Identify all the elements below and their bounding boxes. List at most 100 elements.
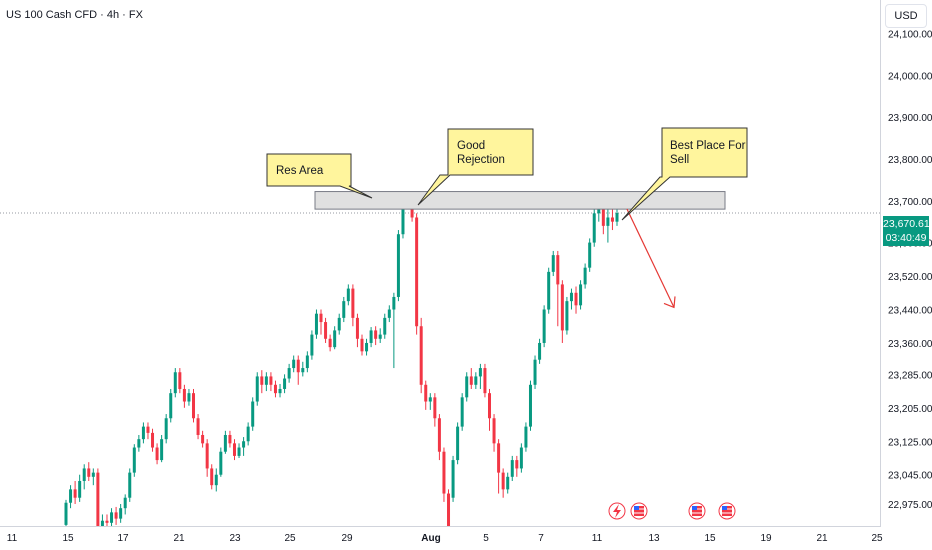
price-axis-background[interactable] (881, 0, 932, 550)
candle (542, 309, 546, 343)
candle (246, 426, 250, 442)
candle (319, 313, 323, 323)
candle (82, 468, 86, 481)
candle (378, 334, 382, 339)
time-axis[interactable]: 11 15 17 21 23 25 29 Aug 5 7 11 13 15 19 21 25 (7, 533, 883, 544)
x-tick-label: 15 (62, 533, 74, 544)
resistance-zone[interactable] (314, 191, 726, 210)
candle (260, 376, 264, 385)
candle (96, 472, 100, 527)
us-flag-icon[interactable] (630, 502, 648, 520)
projection-arrow[interactable] (626, 208, 675, 308)
x-tick-label: 25 (284, 533, 296, 544)
candle (173, 372, 177, 394)
time-axis-background[interactable] (0, 527, 880, 550)
candle (560, 284, 564, 331)
x-tick-label: 21 (173, 533, 185, 544)
candle (501, 472, 505, 490)
candle (528, 384, 532, 427)
y-tick-label: 24,100.00 (888, 29, 932, 40)
candle (151, 432, 155, 448)
callout-res-area[interactable]: Res Area (266, 153, 373, 199)
candle (456, 426, 460, 461)
candle (242, 441, 246, 448)
y-tick-label: 23,285.00 (888, 370, 932, 381)
candle (387, 309, 391, 318)
callout-best-place-line2: Sell (670, 154, 689, 166)
candle (342, 301, 346, 318)
candle (264, 376, 268, 385)
x-tick-label: 25 (871, 533, 883, 544)
candle (569, 292, 573, 302)
x-tick-label: 17 (117, 533, 129, 544)
candle (196, 418, 200, 435)
candle (87, 468, 91, 477)
x-tick-label: 23 (229, 533, 241, 544)
candle (396, 234, 400, 297)
candle (497, 443, 501, 473)
candle (210, 468, 214, 486)
price-axis[interactable]: 22,975.00 23,045.00 23,125.00 23,205.00 23,2… (888, 29, 932, 511)
candle (583, 267, 587, 285)
callout-good-rejection-line1: Good (457, 140, 485, 152)
flash-icon[interactable] (608, 502, 626, 520)
symbol-title[interactable]: US 100 Cash CFD · 4h · FX (6, 9, 143, 21)
candle (287, 368, 291, 379)
candle (592, 213, 596, 243)
candle (483, 368, 487, 394)
y-tick-label: 24,000.00 (888, 71, 932, 82)
candle (487, 393, 491, 419)
callout-best-place[interactable]: Best Place For Sell (621, 127, 748, 221)
us-flag-icon[interactable] (718, 502, 736, 520)
candle (219, 451, 223, 475)
candle (182, 388, 186, 402)
us-flag-icon[interactable] (688, 502, 706, 520)
candle (69, 489, 73, 503)
y-tick-label: 23,205.00 (888, 404, 932, 415)
candle (192, 393, 196, 419)
candle (310, 334, 314, 356)
candle (506, 476, 510, 490)
candle (606, 217, 610, 226)
candle (73, 489, 77, 498)
candle (64, 502, 68, 525)
x-tick-label: 11 (592, 533, 603, 544)
callout-res-area-text: Res Area (276, 165, 324, 177)
candle (296, 359, 300, 373)
candle (169, 393, 173, 419)
candle (392, 296, 396, 310)
candle (365, 342, 369, 352)
y-tick-label: 23,900.00 (888, 113, 932, 124)
candle (119, 508, 123, 519)
y-tick-label: 23,360.00 (888, 339, 932, 350)
candle (314, 313, 318, 335)
candle (283, 378, 287, 389)
candle (615, 213, 619, 222)
candle (141, 426, 145, 440)
candle (360, 338, 364, 352)
candle (369, 330, 373, 343)
candle (269, 376, 273, 385)
candle (324, 322, 328, 339)
x-tick-label: 11 (7, 533, 18, 544)
candle (469, 376, 473, 385)
candle (91, 472, 95, 477)
currency-selector[interactable]: USD (885, 4, 927, 28)
candle (401, 204, 405, 235)
candle (465, 376, 469, 398)
callout-good-rejection[interactable]: Good Rejection (417, 128, 534, 206)
candle (510, 460, 514, 477)
candle (251, 401, 255, 427)
candle (305, 355, 309, 369)
candle (451, 460, 455, 498)
x-tick-label: 21 (816, 533, 828, 544)
candle (351, 288, 355, 318)
y-tick-label: 23,440.00 (888, 306, 932, 317)
candle (355, 317, 359, 339)
candle (228, 434, 232, 444)
callout-best-place-line1: Best Place For (670, 140, 746, 152)
candle (232, 443, 236, 456)
candle (579, 284, 583, 306)
candle (556, 255, 560, 285)
